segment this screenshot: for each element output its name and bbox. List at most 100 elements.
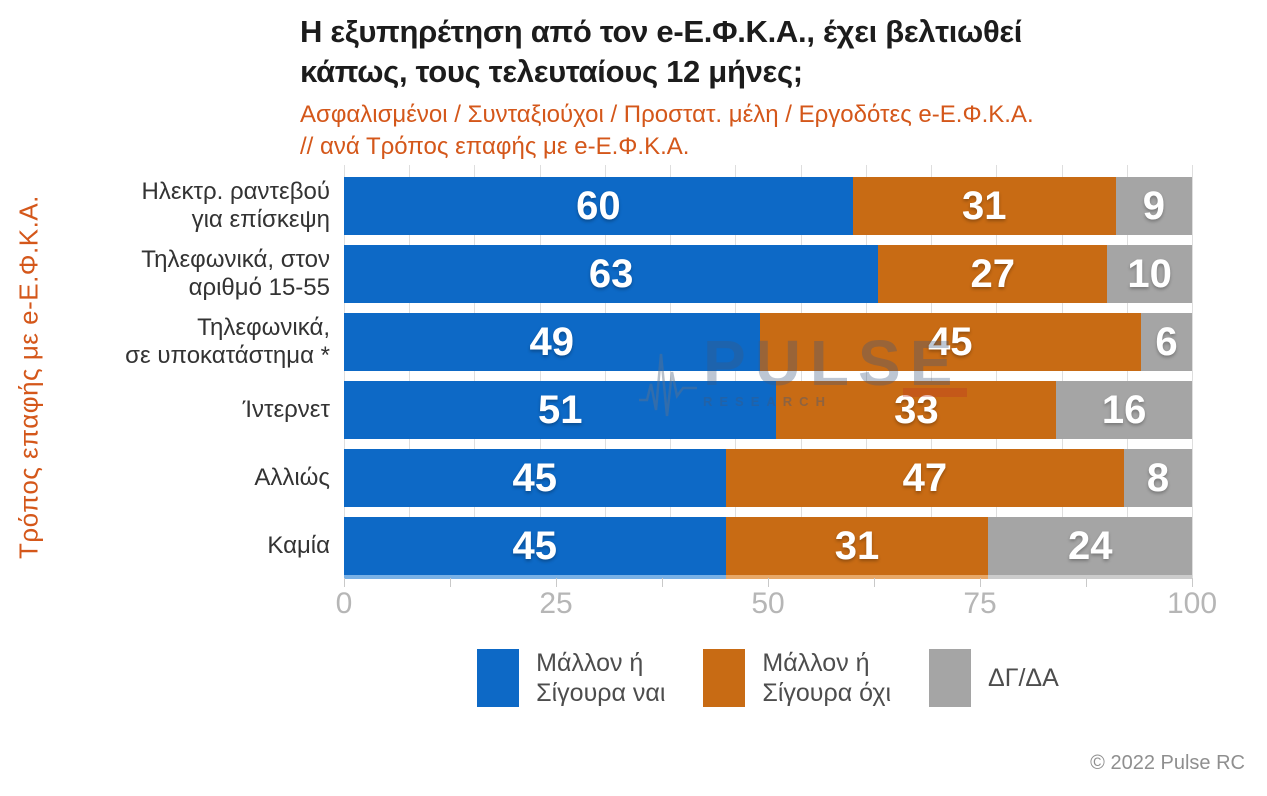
plot-gridlines [344, 165, 1193, 578]
bar-segment[interactable]: 16 [1056, 381, 1192, 439]
x-tick-label: 0 [335, 587, 353, 620]
chart-row: Ηλεκτρ. ραντεβού για επίσκεψη 60 31 9 [0, 177, 1192, 235]
bar-value-label: 45 [512, 455, 558, 500]
x-tick-label: 25 [539, 587, 573, 620]
bar-value-label: 60 [576, 183, 621, 228]
x-axis-tickmark [1086, 578, 1087, 587]
chart-row: Ίντερνετ 51 33 16 [0, 381, 1192, 439]
bar-segment[interactable]: 63 [344, 245, 879, 303]
gridline [604, 165, 606, 578]
bar-segment[interactable]: 10 [1107, 245, 1192, 303]
x-tick-label: 100 [1166, 587, 1218, 620]
x-axis-tickmark [874, 578, 875, 587]
bar-segment[interactable]: 27 [878, 245, 1108, 303]
bar-value-label: 45 [928, 319, 973, 364]
bar-track: 45 31 24 [344, 517, 1192, 575]
x-axis-tickmark [662, 578, 663, 587]
bar-value-label: 45 [512, 523, 558, 568]
chart-header: Η εξυπηρέτηση από τον e-Ε.Φ.Κ.Α., έχει β… [300, 12, 1230, 163]
bar-track: 45 47 8 [344, 449, 1192, 507]
bottom-edge-strip [344, 575, 1192, 579]
category-label: Τηλεφωνικά, σε υποκατάστημα * [125, 314, 330, 369]
chart-row: Τηλεφωνικά, σε υποκατάστημα * 49 45 6 [0, 313, 1192, 371]
bar-segment[interactable]: 24 [988, 517, 1192, 575]
x-axis: 0 25 50 75 100 [336, 587, 1217, 623]
gridline [539, 165, 541, 578]
gridline [670, 165, 672, 578]
legend-item[interactable]: Μάλλον ή Σίγουρα ναι [477, 648, 665, 708]
bar-track: 60 31 9 [344, 177, 1192, 235]
bar-segment[interactable]: 49 [344, 313, 760, 371]
bar-track: 51 33 16 [344, 381, 1192, 439]
gridline [344, 165, 345, 578]
bar-segment[interactable]: 8 [1124, 449, 1192, 507]
chart-row: Αλλιώς 45 47 8 [0, 449, 1192, 507]
bar-value-label: 8 [1146, 455, 1170, 500]
bar-segment[interactable]: 6 [1141, 313, 1192, 371]
bar-value-label: 47 [902, 455, 948, 500]
chart-subtitle: Ασφαλισμένοι / Συνταξιούχοι / Προστατ. μ… [300, 101, 1034, 160]
bar-segment[interactable]: 9 [1115, 177, 1192, 235]
legend-label: Μάλλον ή Σίγουρα όχι [762, 649, 892, 707]
x-axis-tickmark [768, 578, 769, 587]
bar-segment[interactable]: 47 [725, 449, 1125, 507]
legend-swatch [703, 649, 746, 707]
bar-value-label: 31 [834, 523, 880, 568]
gridline [800, 165, 802, 578]
gridline [1061, 165, 1063, 578]
gridline [409, 165, 411, 578]
bar-segment[interactable]: 45 [759, 313, 1142, 371]
category-label: Αλλιώς [254, 464, 330, 491]
legend: Μάλλον ή Σίγουρα ναι Μάλλον ή Σίγουρα όχι… [344, 648, 1192, 708]
bar-segment[interactable]: 45 [344, 449, 726, 507]
bar-value-label: 63 [588, 251, 634, 296]
chart-row: Τηλεφωνικά, στον αριθμό 15-55 63 27 10 [0, 245, 1192, 303]
bar-segment[interactable]: 33 [776, 381, 1057, 439]
bar-segment[interactable]: 51 [344, 381, 777, 439]
gridline [996, 165, 998, 578]
bar-segment[interactable]: 60 [344, 177, 853, 235]
x-tick-label: 75 [963, 587, 997, 620]
legend-swatch [477, 649, 520, 707]
category-label: Ίντερνετ [242, 396, 330, 423]
bar-segment[interactable]: 31 [852, 177, 1116, 235]
gridline [1192, 165, 1193, 578]
bar-track: 49 45 6 [344, 313, 1192, 371]
bar-value-label: 33 [894, 387, 939, 432]
bar-value-label: 10 [1127, 251, 1172, 296]
bar-value-label: 24 [1067, 523, 1113, 568]
x-axis-tickmark [450, 578, 451, 587]
x-axis-tickmark [556, 578, 557, 587]
gridline [474, 165, 476, 578]
legend-label: Μάλλον ή Σίγουρα ναι [536, 649, 666, 707]
edge-strip-segment [988, 575, 1192, 579]
category-label: Τηλεφωνικά, στον αριθμό 15-55 [141, 246, 330, 301]
bar-track: 63 27 10 [344, 245, 1192, 303]
bar-segment[interactable]: 31 [725, 517, 989, 575]
x-axis-tickmark [980, 578, 981, 587]
x-axis-tickmarks [344, 578, 1193, 588]
bar-value-label: 31 [961, 183, 1007, 228]
bar-segment[interactable]: 45 [344, 517, 726, 575]
gridline [931, 165, 933, 578]
x-tick-label: 50 [751, 587, 785, 620]
bar-value-label: 16 [1101, 387, 1147, 432]
edge-strip-segment [344, 575, 726, 579]
bar-value-label: 27 [970, 251, 1015, 296]
bar-value-label: 6 [1155, 319, 1178, 364]
bar-value-label: 51 [537, 387, 583, 432]
legend-item[interactable]: Μάλλον ή Σίγουρα όχι [703, 648, 891, 708]
edge-strip-segment [725, 575, 989, 579]
x-axis-tickmark [344, 578, 345, 587]
bar-value-label: 9 [1142, 183, 1165, 228]
legend-item[interactable]: ΔΓ/ΔΑ [929, 649, 1059, 707]
gridline [1126, 165, 1128, 578]
gridline [865, 165, 867, 578]
bar-rows: Ηλεκτρ. ραντεβού για επίσκεψη 60 31 9 Τηλεφω… [0, 177, 1192, 585]
category-label: Ηλεκτρ. ραντεβού για επίσκεψη [141, 178, 330, 233]
gridline [735, 165, 737, 578]
bar-value-label: 49 [529, 319, 575, 364]
legend-swatch [929, 649, 972, 707]
category-label: Καμία [267, 532, 330, 559]
